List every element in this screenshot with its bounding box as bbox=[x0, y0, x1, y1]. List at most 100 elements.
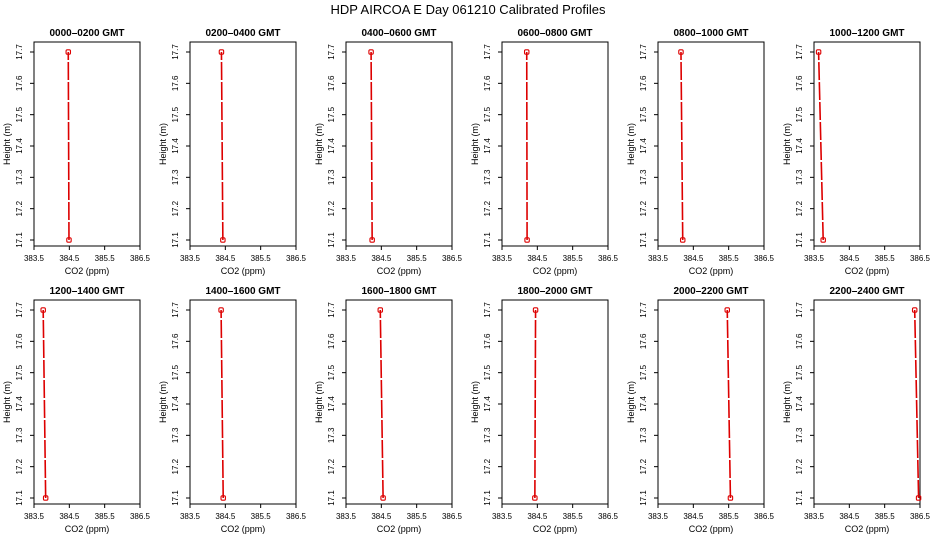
panel-frame-1 bbox=[33, 41, 141, 247]
panel-title-8: 1400–1600 GMT bbox=[205, 286, 280, 297]
y-tick-label: 17.4 bbox=[15, 138, 24, 154]
y-tick-label: 17.3 bbox=[483, 169, 492, 185]
y-tick-label: 17.3 bbox=[15, 427, 24, 443]
profile-line-1 bbox=[67, 51, 70, 241]
y-tick-label: 17.3 bbox=[15, 169, 24, 185]
x-tick-label: 385.5 bbox=[95, 512, 116, 521]
y-tick-label: 17.5 bbox=[327, 364, 336, 380]
y-tick-label: 17.3 bbox=[171, 169, 180, 185]
y-tick-label: 17.1 bbox=[171, 232, 180, 248]
y-tick-label: 17.2 bbox=[327, 200, 336, 216]
x-axis-label: CO2 (ppm) bbox=[221, 524, 266, 534]
panel-frame-6 bbox=[813, 41, 921, 247]
y-tick-label: 17.2 bbox=[483, 458, 492, 474]
y-tick-label: 17.7 bbox=[639, 44, 648, 60]
y-tick-label: 17.7 bbox=[327, 302, 336, 318]
x-tick-label: 386.5 bbox=[442, 512, 463, 521]
y-tick-label: 17.7 bbox=[795, 302, 804, 318]
y-tick-label: 17.4 bbox=[171, 396, 180, 412]
y-tick-label: 17.2 bbox=[327, 458, 336, 474]
y-tick-label: 17.6 bbox=[639, 333, 648, 349]
x-tick-label: 386.5 bbox=[598, 254, 619, 263]
panel-title-5: 0800–1000 GMT bbox=[673, 28, 748, 39]
profile-line-6 bbox=[817, 51, 824, 241]
x-axis-label: CO2 (ppm) bbox=[65, 266, 110, 276]
y-tick-label: 17.5 bbox=[15, 364, 24, 380]
panel-title-9: 1600–1800 GMT bbox=[361, 286, 436, 297]
panel-title-1: 0000–0200 GMT bbox=[49, 28, 124, 39]
y-tick-label: 17.2 bbox=[171, 200, 180, 216]
y-tick-label: 17.3 bbox=[327, 169, 336, 185]
y-tick-label: 17.1 bbox=[15, 232, 24, 248]
y-tick-label: 17.5 bbox=[639, 364, 648, 380]
x-axis-label: CO2 (ppm) bbox=[65, 524, 110, 534]
y-axis-label: Height (m) bbox=[158, 381, 168, 423]
profile-line-3 bbox=[370, 51, 373, 241]
x-tick-label: 384.5 bbox=[683, 254, 704, 263]
panel-frame-2 bbox=[189, 41, 297, 247]
profile-line-11 bbox=[726, 309, 732, 499]
y-tick-label: 17.6 bbox=[327, 333, 336, 349]
profile-point-7-2 bbox=[40, 307, 46, 313]
y-axis-label: Height (m) bbox=[314, 123, 324, 165]
panel-title-10: 1800–2000 GMT bbox=[517, 286, 592, 297]
y-tick-label: 17.6 bbox=[171, 75, 180, 91]
y-tick-label: 17.6 bbox=[327, 75, 336, 91]
y-tick-label: 17.7 bbox=[327, 44, 336, 60]
x-axis-label: CO2 (ppm) bbox=[377, 266, 422, 276]
profile-line-5 bbox=[680, 51, 684, 241]
x-tick-label: 385.5 bbox=[875, 512, 896, 521]
y-tick-label: 17.4 bbox=[171, 138, 180, 154]
y-tick-label: 17.6 bbox=[483, 75, 492, 91]
profile-point-4-2 bbox=[523, 49, 530, 55]
y-tick-label: 17.7 bbox=[15, 302, 24, 318]
y-tick-label: 17.5 bbox=[795, 106, 804, 122]
y-axis-label: Height (m) bbox=[2, 381, 12, 423]
y-tick-label: 17.1 bbox=[483, 232, 492, 248]
y-tick-label: 17.1 bbox=[327, 490, 336, 506]
y-tick-label: 17.7 bbox=[639, 302, 648, 318]
x-tick-label: 383.5 bbox=[24, 254, 45, 263]
y-tick-label: 17.5 bbox=[795, 364, 804, 380]
panel-title-3: 0400–0600 GMT bbox=[361, 28, 436, 39]
profile-point-3-2 bbox=[368, 49, 374, 55]
y-axis-label: Height (m) bbox=[158, 123, 168, 165]
x-tick-label: 386.5 bbox=[286, 512, 307, 521]
profile-point-5-1 bbox=[679, 237, 686, 243]
x-tick-label: 384.5 bbox=[527, 512, 548, 521]
panel-frame-5 bbox=[657, 41, 765, 247]
y-tick-label: 17.7 bbox=[15, 44, 24, 60]
x-tick-label: 384.5 bbox=[215, 512, 236, 521]
x-tick-label: 385.5 bbox=[719, 254, 740, 263]
panel-frame-4 bbox=[501, 41, 609, 247]
profile-line-9 bbox=[379, 309, 384, 499]
profile-point-5-2 bbox=[678, 49, 684, 55]
x-tick-label: 384.5 bbox=[371, 254, 392, 263]
profile-point-10-2 bbox=[532, 307, 539, 313]
panel-frame-8 bbox=[189, 299, 297, 505]
profile-point-12-2 bbox=[911, 307, 918, 313]
profile-line-2 bbox=[220, 51, 224, 241]
profile-point-8-1 bbox=[220, 495, 226, 501]
y-axis-label: Height (m) bbox=[470, 123, 480, 165]
y-tick-label: 17.1 bbox=[327, 232, 336, 248]
panel-frame-12 bbox=[813, 299, 921, 505]
y-tick-label: 17.1 bbox=[15, 490, 24, 506]
panel-frame-11 bbox=[657, 299, 765, 505]
y-tick-label: 17.3 bbox=[171, 427, 180, 443]
y-tick-label: 17.5 bbox=[483, 106, 492, 122]
profile-point-11-2 bbox=[724, 307, 731, 313]
profile-point-11-1 bbox=[727, 495, 734, 501]
x-tick-label: 386.5 bbox=[910, 512, 931, 521]
x-tick-label: 386.5 bbox=[598, 512, 619, 521]
y-tick-label: 17.3 bbox=[639, 427, 648, 443]
x-tick-label: 385.5 bbox=[251, 254, 272, 263]
y-tick-label: 17.3 bbox=[483, 427, 492, 443]
x-tick-label: 384.5 bbox=[527, 254, 548, 263]
y-axis-label: Height (m) bbox=[470, 381, 480, 423]
x-tick-label: 383.5 bbox=[804, 512, 825, 521]
x-tick-label: 383.5 bbox=[492, 512, 513, 521]
panel-frame-10 bbox=[501, 299, 609, 505]
y-tick-label: 17.7 bbox=[483, 44, 492, 60]
